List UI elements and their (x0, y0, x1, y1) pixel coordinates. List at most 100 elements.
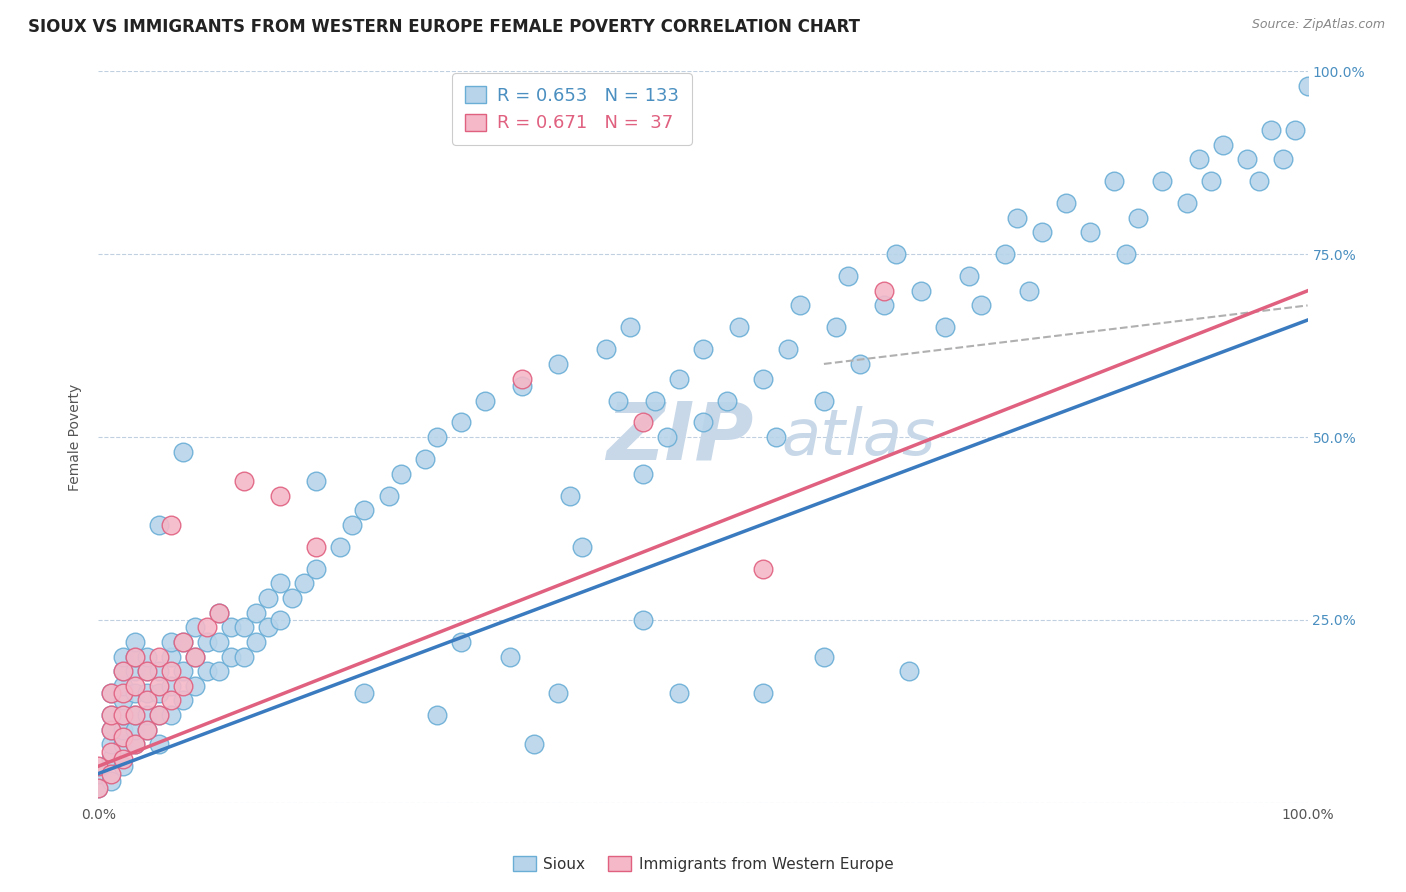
Point (256, 620, 278, 634)
Legend: Sioux, Immigrants from Western Europe: Sioux, Immigrants from Western Europe (506, 850, 900, 878)
Point (100, 708, 122, 723)
Point (1188, 152, 1211, 166)
Point (160, 649, 183, 664)
Point (498, 649, 520, 664)
Point (1284, 123, 1306, 137)
Point (668, 686, 690, 700)
Point (716, 393, 738, 408)
Point (111, 686, 134, 700)
Point (631, 416, 654, 430)
Point (1078, 225, 1101, 239)
Point (148, 517, 170, 532)
Point (571, 540, 593, 554)
Point (1102, 174, 1125, 188)
Point (135, 693, 157, 707)
Point (87, 781, 110, 796)
Point (111, 664, 134, 678)
Point (172, 444, 194, 458)
Point (124, 737, 146, 751)
Point (124, 708, 146, 723)
Point (111, 664, 134, 678)
Point (111, 649, 134, 664)
Point (148, 686, 170, 700)
Point (776, 343, 799, 357)
Point (413, 452, 436, 467)
Point (305, 562, 328, 576)
Point (873, 284, 896, 298)
Text: Source: ZipAtlas.com: Source: ZipAtlas.com (1251, 18, 1385, 31)
Point (232, 649, 254, 664)
Point (342, 517, 364, 532)
Point (450, 635, 472, 649)
Text: SIOUX VS IMMIGRANTS FROM WESTERN EUROPE FEMALE POVERTY CORRELATION CHART: SIOUX VS IMMIGRANTS FROM WESTERN EUROPE … (28, 18, 860, 36)
Point (100, 686, 122, 700)
Point (124, 649, 146, 664)
Point (135, 723, 157, 737)
Point (135, 723, 157, 737)
Point (135, 708, 157, 723)
Point (631, 467, 654, 481)
Point (994, 247, 1017, 261)
Point (160, 708, 183, 723)
Point (245, 606, 267, 620)
Point (172, 635, 194, 649)
Point (87, 759, 110, 773)
Point (644, 393, 666, 408)
Point (1018, 284, 1040, 298)
Point (124, 664, 146, 678)
Text: ZIP: ZIP (606, 398, 754, 476)
Point (607, 393, 630, 408)
Point (172, 679, 194, 693)
Point (100, 766, 122, 780)
Point (269, 576, 291, 591)
Point (135, 664, 157, 678)
Point (1115, 247, 1137, 261)
Point (124, 649, 146, 664)
Point (353, 686, 375, 700)
Point (208, 606, 231, 620)
Point (389, 467, 412, 481)
Point (100, 745, 122, 759)
Point (100, 723, 122, 737)
Point (208, 664, 231, 678)
Point (377, 489, 399, 503)
Point (1054, 196, 1077, 211)
Point (668, 371, 690, 385)
Point (1260, 123, 1282, 137)
Point (292, 576, 315, 591)
Point (728, 320, 751, 334)
Point (111, 737, 134, 751)
Point (184, 620, 207, 634)
Point (631, 613, 654, 627)
Point (111, 693, 134, 707)
Point (510, 379, 533, 393)
Point (160, 635, 183, 649)
Point (1249, 174, 1271, 188)
Point (100, 737, 122, 751)
Point (124, 686, 146, 700)
Point (195, 664, 218, 678)
Point (897, 664, 920, 678)
Point (124, 679, 146, 693)
Point (1236, 152, 1258, 166)
Point (124, 723, 146, 737)
Point (148, 649, 170, 664)
Point (184, 649, 207, 664)
Point (1199, 174, 1222, 188)
Point (124, 708, 146, 723)
Point (305, 540, 328, 554)
Point (353, 503, 375, 517)
Point (595, 343, 617, 357)
Point (692, 343, 714, 357)
Point (135, 686, 157, 700)
Point (934, 320, 956, 334)
Point (111, 708, 134, 723)
Point (100, 708, 122, 723)
Y-axis label: Female Poverty: Female Poverty (69, 384, 83, 491)
Point (1272, 152, 1295, 166)
Point (765, 430, 787, 444)
Point (148, 664, 170, 678)
Point (111, 723, 134, 737)
Point (100, 723, 122, 737)
Point (1128, 211, 1150, 225)
